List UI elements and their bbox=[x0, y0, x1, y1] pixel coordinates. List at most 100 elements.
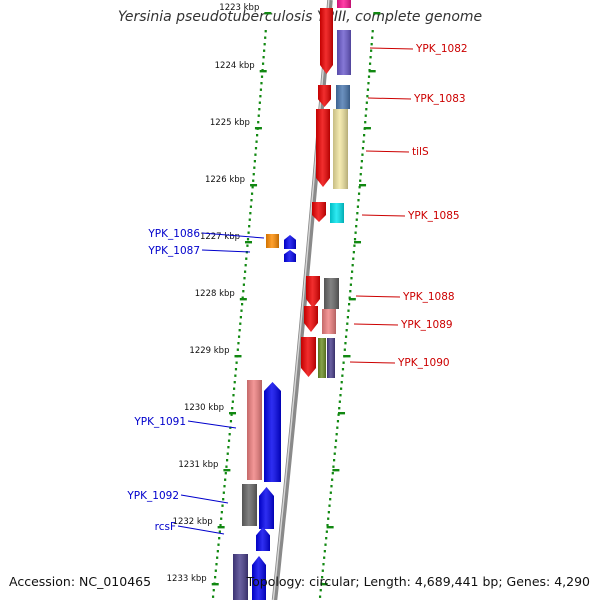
track-dot bbox=[328, 504, 331, 507]
track-dot bbox=[332, 465, 335, 468]
track-dot bbox=[254, 147, 258, 150]
track-dot bbox=[321, 576, 324, 579]
feature-ypk-1088[interactable] bbox=[306, 276, 320, 308]
topology-text: Topology: circular; Length: 4,689,441 bp… bbox=[246, 574, 590, 589]
feature-ypk-1090[interactable] bbox=[301, 337, 316, 377]
label-leader bbox=[369, 47, 414, 50]
ruler-tick bbox=[348, 298, 356, 301]
track-dot bbox=[331, 472, 334, 475]
feature-ypk-1083[interactable] bbox=[318, 85, 331, 107]
feature-rcsf-rna[interactable] bbox=[233, 554, 248, 600]
track-dot bbox=[221, 504, 224, 507]
feature-ypk-1082-rna[interactable] bbox=[337, 30, 351, 75]
track-dot bbox=[321, 569, 324, 572]
gene-label-ypk-1086[interactable]: YPK_1086 bbox=[147, 228, 200, 240]
gene-shading bbox=[242, 484, 257, 526]
feature-next[interactable] bbox=[252, 556, 266, 600]
gene-label-ypk-1087[interactable]: YPK_1087 bbox=[147, 245, 200, 257]
track-dot bbox=[212, 589, 215, 592]
track-dot bbox=[259, 88, 263, 91]
track-dot bbox=[216, 550, 219, 553]
label-leader bbox=[349, 361, 396, 364]
track-dot bbox=[327, 517, 330, 520]
ruler-tick bbox=[359, 184, 367, 187]
label-leader bbox=[201, 249, 251, 253]
feature-ypk-1090-rna-b[interactable] bbox=[327, 338, 335, 378]
track-dot bbox=[262, 56, 265, 59]
track-dot bbox=[220, 517, 223, 520]
feature-tils[interactable] bbox=[316, 109, 330, 187]
label-leader bbox=[367, 97, 412, 100]
gene-label-ypk-1092[interactable]: YPK_1092 bbox=[126, 490, 179, 502]
gene-label-ypk-1088[interactable]: YPK_1088 bbox=[402, 291, 455, 303]
feature-ypk-1083-rna[interactable] bbox=[336, 85, 350, 109]
track-dot bbox=[263, 49, 266, 52]
gene-label-ypk-1090[interactable]: YPK_1090 bbox=[397, 357, 450, 369]
feature-ypk-1082[interactable] bbox=[320, 8, 333, 74]
track-dot bbox=[323, 556, 326, 559]
track-dot bbox=[322, 563, 325, 566]
feature-ypk-1087-a[interactable] bbox=[284, 235, 296, 249]
track-dot bbox=[260, 75, 264, 78]
ruler-label: 1233 kbp bbox=[167, 574, 207, 584]
label-leader bbox=[201, 232, 265, 239]
gene-label-ypk-1082[interactable]: YPK_1082 bbox=[415, 43, 468, 55]
feature-ypk-1089-rna[interactable] bbox=[322, 309, 336, 334]
gene-label-ypk-1089[interactable]: YPK_1089 bbox=[400, 319, 453, 331]
track-dot bbox=[231, 400, 234, 403]
track-dot bbox=[227, 446, 230, 449]
gene-label-rcsf[interactable]: rcsF bbox=[155, 521, 176, 533]
feature-ypk-1085-rna[interactable] bbox=[330, 203, 344, 223]
feature-pink[interactable] bbox=[337, 0, 351, 8]
track-dot bbox=[370, 49, 373, 52]
feature-ypk-1090-rna-a[interactable] bbox=[318, 338, 326, 378]
label-leader bbox=[177, 525, 225, 535]
track-dot bbox=[224, 472, 227, 475]
track-dot bbox=[256, 134, 259, 137]
ruler-label: 1223 kbp bbox=[219, 3, 259, 13]
feature-ypk-1092[interactable] bbox=[259, 487, 274, 529]
gene-shading bbox=[336, 85, 350, 109]
gene-label-tils[interactable]: tilS bbox=[412, 146, 429, 158]
track-dot bbox=[225, 465, 228, 468]
track-dot bbox=[222, 491, 225, 494]
track-dot bbox=[350, 270, 354, 273]
track-dot bbox=[363, 134, 366, 137]
feature-ypk-1087-b[interactable] bbox=[284, 250, 296, 262]
track-dot bbox=[247, 231, 250, 234]
label-leader bbox=[187, 420, 237, 429]
feature-ypk-1088-rna[interactable] bbox=[324, 278, 339, 309]
track-dot bbox=[220, 511, 223, 514]
track-dot bbox=[337, 413, 340, 416]
ruler-label: 1230 kbp bbox=[184, 403, 224, 413]
feature-ypk-1091[interactable] bbox=[264, 382, 281, 482]
ruler-label: 1227 kbp bbox=[200, 232, 240, 242]
track-dot bbox=[224, 478, 227, 481]
track-dot bbox=[326, 524, 329, 527]
gene-label-ypk-1085[interactable]: YPK_1085 bbox=[407, 210, 460, 222]
track-dot bbox=[341, 374, 344, 377]
track-dot bbox=[353, 238, 357, 241]
feature-rcsf[interactable] bbox=[256, 527, 270, 551]
gene-label-ypk-1091[interactable]: YPK_1091 bbox=[133, 416, 186, 428]
ruler-tick bbox=[234, 355, 242, 358]
feature-ypk-1091-rna[interactable] bbox=[247, 380, 262, 480]
gene-label-ypk-1083[interactable]: YPK_1083 bbox=[413, 93, 466, 105]
track-dot bbox=[355, 225, 358, 228]
gene-shading bbox=[337, 30, 351, 75]
track-dot bbox=[264, 30, 267, 33]
ruler-tick bbox=[245, 241, 253, 244]
track-dot bbox=[360, 166, 363, 169]
track-dot bbox=[252, 179, 255, 182]
feature-ypk-1086[interactable] bbox=[266, 234, 279, 248]
feature-ypk-1085[interactable] bbox=[312, 202, 326, 222]
feature-tils-rna[interactable] bbox=[333, 109, 348, 189]
track-dot bbox=[359, 173, 362, 176]
track-dot bbox=[225, 459, 229, 462]
feature-ypk-1092-rna[interactable] bbox=[242, 484, 257, 526]
ruler-tick bbox=[338, 412, 346, 415]
gene-shading bbox=[318, 85, 331, 107]
feature-ypk-1089[interactable] bbox=[304, 306, 318, 332]
ruler-tick bbox=[354, 241, 362, 244]
